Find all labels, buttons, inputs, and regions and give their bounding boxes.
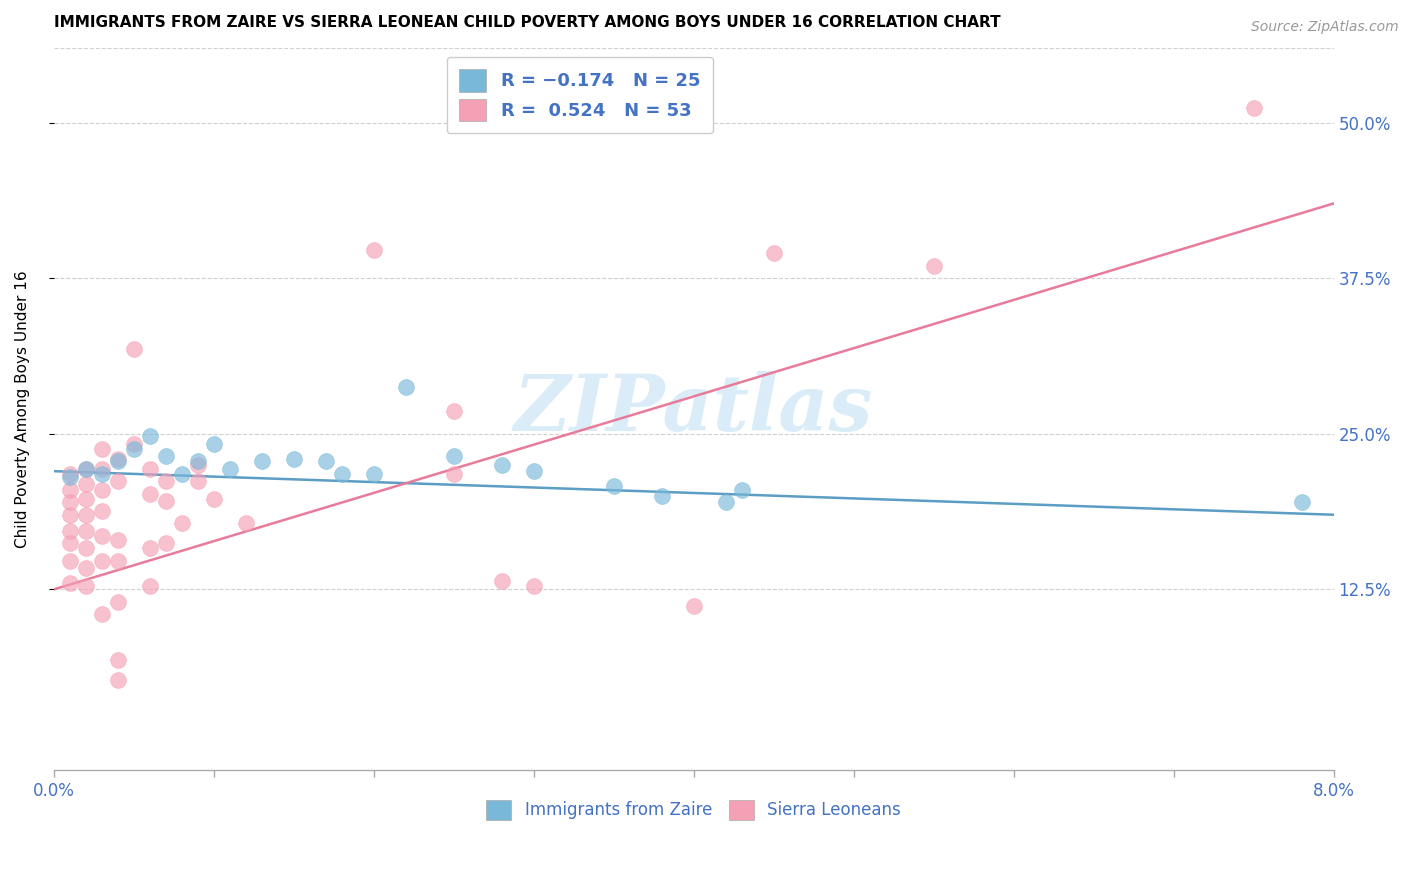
Point — [283, 451, 305, 466]
Point — [522, 579, 544, 593]
Point — [59, 536, 82, 550]
Point — [122, 437, 145, 451]
Point — [714, 495, 737, 509]
Point — [59, 483, 82, 497]
Point — [155, 494, 177, 508]
Point — [59, 524, 82, 538]
Point — [202, 437, 225, 451]
Point — [187, 454, 209, 468]
Point — [75, 491, 97, 506]
Point — [491, 574, 513, 588]
Point — [75, 461, 97, 475]
Point — [75, 461, 97, 475]
Point — [107, 533, 129, 547]
Point — [107, 454, 129, 468]
Point — [522, 464, 544, 478]
Point — [315, 454, 337, 468]
Point — [1243, 101, 1265, 115]
Point — [363, 243, 385, 257]
Point — [107, 451, 129, 466]
Point — [682, 599, 704, 613]
Point — [122, 442, 145, 456]
Point — [107, 474, 129, 488]
Point — [107, 554, 129, 568]
Point — [90, 467, 112, 481]
Point — [75, 524, 97, 538]
Point — [235, 516, 257, 531]
Point — [491, 458, 513, 472]
Point — [170, 467, 193, 481]
Point — [90, 554, 112, 568]
Legend: Immigrants from Zaire, Sierra Leoneans: Immigrants from Zaire, Sierra Leoneans — [479, 793, 907, 827]
Point — [762, 246, 785, 260]
Point — [75, 508, 97, 522]
Point — [90, 529, 112, 543]
Y-axis label: Child Poverty Among Boys Under 16: Child Poverty Among Boys Under 16 — [15, 270, 30, 548]
Point — [75, 541, 97, 556]
Point — [59, 467, 82, 481]
Point — [107, 653, 129, 667]
Point — [107, 673, 129, 688]
Point — [90, 442, 112, 456]
Text: ZIPatlas: ZIPatlas — [513, 371, 873, 447]
Point — [443, 449, 465, 463]
Point — [170, 516, 193, 531]
Point — [138, 541, 160, 556]
Point — [90, 504, 112, 518]
Point — [59, 495, 82, 509]
Point — [122, 342, 145, 356]
Point — [138, 429, 160, 443]
Point — [250, 454, 273, 468]
Text: IMMIGRANTS FROM ZAIRE VS SIERRA LEONEAN CHILD POVERTY AMONG BOYS UNDER 16 CORREL: IMMIGRANTS FROM ZAIRE VS SIERRA LEONEAN … — [53, 15, 1000, 30]
Point — [59, 554, 82, 568]
Point — [75, 579, 97, 593]
Point — [90, 461, 112, 475]
Point — [59, 508, 82, 522]
Point — [90, 483, 112, 497]
Point — [651, 489, 673, 503]
Point — [218, 461, 240, 475]
Point — [730, 483, 752, 497]
Point — [138, 461, 160, 475]
Point — [59, 470, 82, 484]
Point — [330, 467, 353, 481]
Point — [75, 476, 97, 491]
Point — [443, 404, 465, 418]
Point — [75, 561, 97, 575]
Point — [394, 379, 416, 393]
Point — [443, 467, 465, 481]
Point — [107, 595, 129, 609]
Point — [155, 536, 177, 550]
Point — [155, 474, 177, 488]
Point — [187, 474, 209, 488]
Point — [922, 259, 945, 273]
Point — [602, 479, 624, 493]
Point — [187, 458, 209, 472]
Text: Source: ZipAtlas.com: Source: ZipAtlas.com — [1251, 20, 1399, 34]
Point — [363, 467, 385, 481]
Point — [155, 449, 177, 463]
Point — [59, 576, 82, 591]
Point — [90, 607, 112, 622]
Point — [202, 491, 225, 506]
Point — [138, 579, 160, 593]
Point — [1291, 495, 1313, 509]
Point — [138, 486, 160, 500]
